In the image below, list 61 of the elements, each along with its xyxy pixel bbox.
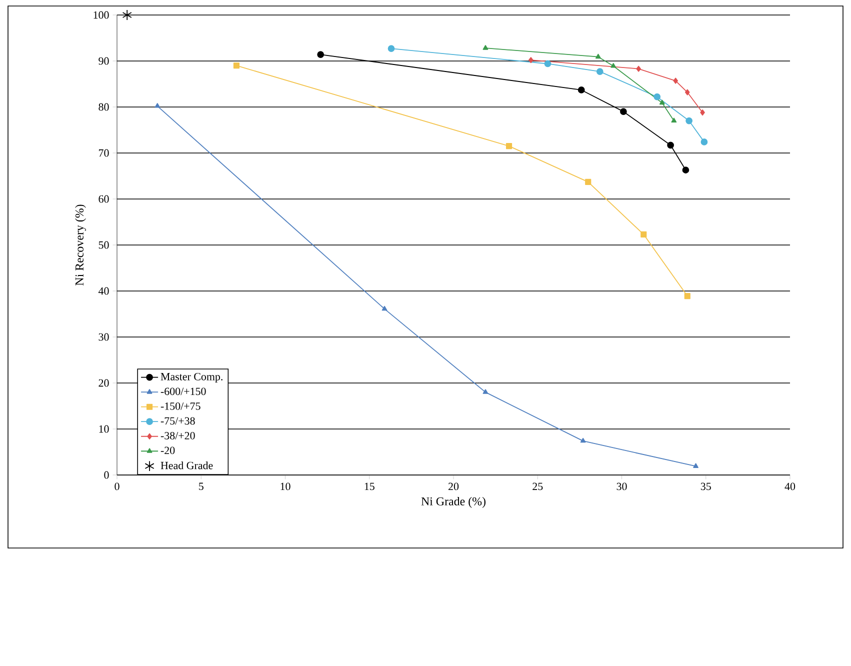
- point: [578, 86, 585, 94]
- point: [482, 389, 488, 394]
- y-tick-label: 20: [98, 379, 109, 387]
- legend-label: -75/+38: [160, 417, 195, 425]
- point: [154, 103, 160, 108]
- legend-label: -38/+20: [160, 432, 195, 440]
- point: [482, 45, 488, 50]
- x-tick-label: 35: [700, 482, 711, 490]
- y-tick-label: 40: [98, 287, 109, 295]
- x-tick-label: 5: [199, 482, 204, 490]
- y-axis-title: Ni Recovery (%): [75, 204, 86, 286]
- y-tick-label: 0: [104, 471, 109, 479]
- point: [693, 463, 698, 468]
- point: [610, 63, 616, 68]
- x-tick-label: 0: [114, 482, 120, 490]
- point: [506, 143, 512, 150]
- x-axis-title: Ni Grade (%): [421, 496, 486, 508]
- y-tick-label: 10: [99, 425, 109, 433]
- point: [585, 178, 592, 186]
- point: [659, 100, 665, 105]
- point: [682, 166, 690, 174]
- point: [700, 138, 708, 146]
- point: [122, 10, 132, 20]
- legend-label: -150/+75: [160, 402, 200, 410]
- x-tick-label: 30: [616, 482, 627, 490]
- point: [684, 293, 690, 300]
- point: [673, 78, 678, 84]
- point: [620, 108, 627, 116]
- point: [317, 51, 324, 58]
- legend-label: Master Comp.: [160, 372, 222, 383]
- y-tick-label: 100: [94, 11, 109, 19]
- point: [671, 118, 677, 123]
- legend-label: -20: [160, 446, 175, 454]
- y-tick-label: 60: [98, 195, 109, 203]
- x-tick-label: 10: [280, 482, 290, 490]
- point: [528, 57, 534, 64]
- x-tick-label: 25: [532, 482, 543, 490]
- y-tick-label: 30: [98, 333, 109, 341]
- point: [596, 54, 601, 59]
- legend-label: Head Grade: [160, 462, 213, 470]
- point: [636, 66, 641, 72]
- x-tick-label: 40: [784, 482, 796, 490]
- y-tick-label: 90: [98, 57, 109, 65]
- point: [596, 68, 604, 76]
- point: [684, 89, 690, 96]
- y-tick-label: 80: [98, 103, 109, 111]
- point: [686, 117, 692, 124]
- point: [388, 45, 395, 52]
- x-tick-label: 15: [364, 482, 374, 490]
- point: [700, 109, 705, 116]
- point: [640, 231, 647, 238]
- legend-label: -600/+150: [160, 388, 206, 396]
- point: [654, 93, 661, 100]
- y-tick-label: 50: [98, 241, 109, 249]
- point: [544, 60, 552, 68]
- point: [233, 62, 240, 69]
- point: [667, 142, 674, 149]
- y-tick-label: 70: [98, 149, 109, 157]
- point: [382, 306, 388, 311]
- point: [580, 438, 586, 443]
- x-tick-label: 20: [448, 482, 459, 490]
